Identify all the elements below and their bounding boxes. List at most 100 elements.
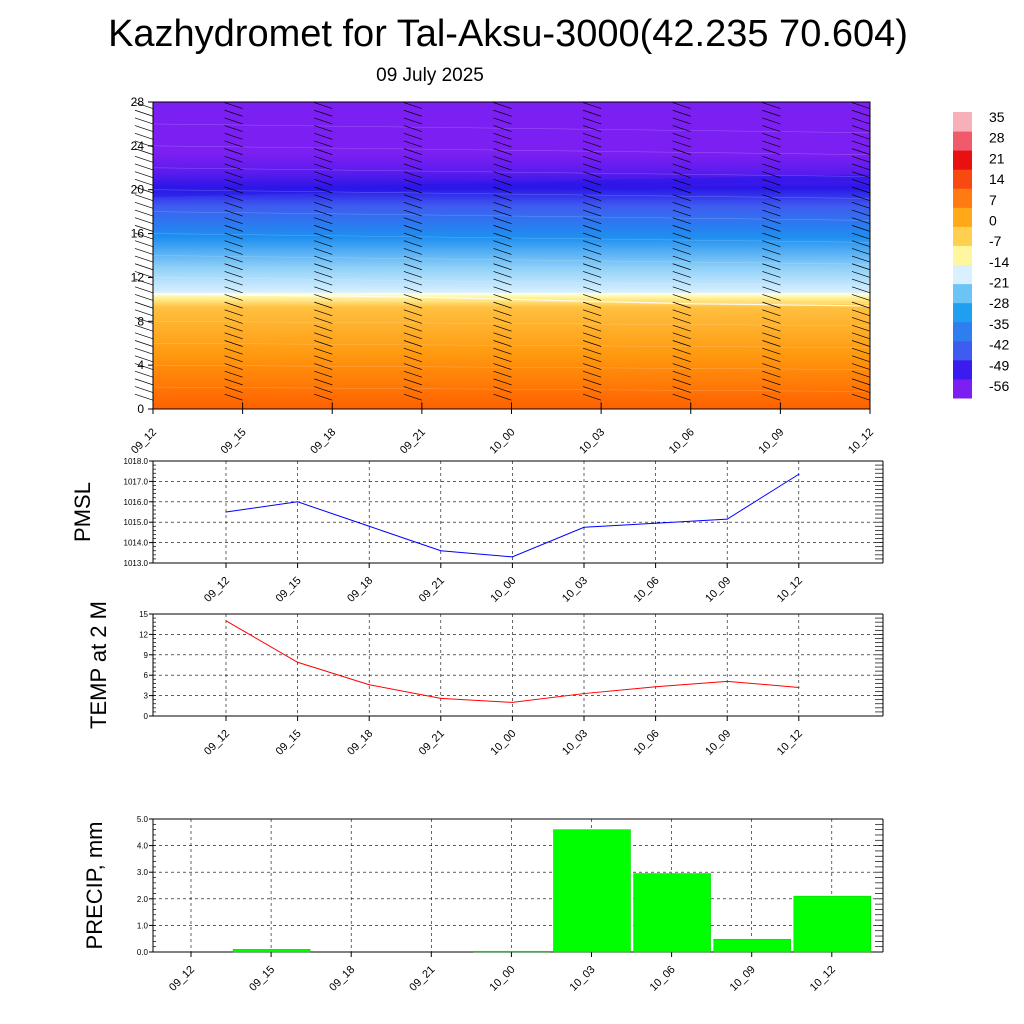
x-tick-label: 10_06 xyxy=(667,426,697,456)
data-point xyxy=(511,701,513,704)
wind-barb xyxy=(851,248,871,255)
wind-barb xyxy=(493,301,512,309)
x-tick-label: 10_12 xyxy=(775,728,805,758)
wind-barb xyxy=(493,178,512,186)
colorbar-label: -49 xyxy=(989,357,1009,373)
wind-barb xyxy=(851,309,871,317)
isoline xyxy=(152,167,871,177)
wind-barb xyxy=(314,202,333,209)
wind-barb xyxy=(224,155,243,163)
wind-barb xyxy=(403,301,422,309)
data-point xyxy=(368,684,370,686)
wind-barb xyxy=(134,294,154,301)
wind-barb xyxy=(314,102,333,109)
x-tick-label: 10_06 xyxy=(648,964,678,994)
wind-barb xyxy=(851,340,871,347)
wind-barb xyxy=(314,125,333,132)
wind-barb xyxy=(583,186,602,194)
y-tick-label: 9 xyxy=(144,651,149,660)
wind-barb xyxy=(134,332,154,340)
data-point xyxy=(726,680,728,682)
wind-barb xyxy=(672,324,691,332)
wind-barb xyxy=(583,232,602,240)
colorbar-swatch xyxy=(953,378,972,399)
wind-barb xyxy=(762,225,781,232)
wind-barb xyxy=(493,171,512,178)
wind-barb xyxy=(493,393,512,401)
wind-barb xyxy=(851,109,871,117)
wind-barb xyxy=(134,125,154,132)
wind-barb xyxy=(403,109,422,117)
colorbar-label: 28 xyxy=(989,130,1005,146)
wind-barb xyxy=(224,332,243,340)
wind-barb xyxy=(672,217,691,225)
chart-subtitle: 09 July 2025 xyxy=(376,65,484,86)
wind-barb xyxy=(493,155,512,163)
wind-barb xyxy=(493,340,512,347)
wind-barb xyxy=(583,255,602,263)
wind-barb xyxy=(762,163,781,171)
wind-barb xyxy=(583,301,602,309)
wind-barb xyxy=(314,263,333,271)
wind-barb xyxy=(403,225,422,232)
wind-barb xyxy=(583,194,602,202)
wind-barb xyxy=(224,363,243,370)
wind-barb xyxy=(134,370,154,378)
wind-barb xyxy=(403,140,422,148)
x-tick-label: 09_12 xyxy=(167,964,197,994)
wind-barb xyxy=(851,317,871,324)
wind-barb xyxy=(314,155,333,163)
wind-barb xyxy=(224,125,243,132)
wind-barb xyxy=(583,332,602,340)
y-tick-label: 3.0 xyxy=(137,868,149,877)
wind-barb xyxy=(134,347,154,355)
wind-barb xyxy=(403,117,422,125)
colorbar-swatch xyxy=(953,188,972,208)
wind-barb xyxy=(224,294,243,301)
isoline xyxy=(152,255,871,265)
wind-barb xyxy=(224,301,243,309)
wind-barb xyxy=(762,248,781,255)
wind-barb xyxy=(672,340,691,347)
data-point xyxy=(655,522,657,524)
x-tick-label: 09_15 xyxy=(274,728,304,758)
wind-barb xyxy=(672,393,691,401)
wind-barb xyxy=(134,386,154,393)
wind-barb xyxy=(672,186,691,194)
wind-barb xyxy=(583,202,602,209)
wind-barb xyxy=(762,355,781,363)
wind-barb xyxy=(403,309,422,317)
wind-barb xyxy=(851,194,871,202)
wind-barb xyxy=(314,240,333,248)
precip-bar xyxy=(633,873,711,953)
wind-barb xyxy=(134,109,154,117)
wind-barb xyxy=(762,370,781,378)
wind-barb xyxy=(224,178,243,186)
x-tick-label: 09_12 xyxy=(129,426,159,456)
colorbar-label: -14 xyxy=(989,254,1009,270)
wind-barb xyxy=(583,248,602,255)
wind-barb xyxy=(851,117,871,125)
temp-panel: 0 3 6 9 12 15 09_12 09_15 09_18 09_21 10_00 10_03 10… xyxy=(86,601,884,758)
y-tick-label: 1018.0 xyxy=(124,457,149,466)
wind-barb xyxy=(224,102,243,109)
wind-barb xyxy=(493,248,512,255)
wind-barb xyxy=(851,209,871,217)
wind-barb xyxy=(224,340,243,347)
colorbar-label: -28 xyxy=(989,295,1009,311)
x-tick-label: 10_12 xyxy=(808,964,838,994)
y-tick-label: 2.0 xyxy=(137,895,149,904)
wind-barb xyxy=(583,378,602,386)
wind-barb xyxy=(403,263,422,271)
wind-barb xyxy=(134,240,154,248)
isoline xyxy=(152,386,871,392)
wind-barb xyxy=(762,378,781,386)
wind-barb xyxy=(493,332,512,340)
wind-barb xyxy=(134,363,154,370)
y-tick-label: 0 xyxy=(137,402,144,416)
wind-barb xyxy=(403,340,422,347)
wind-barb xyxy=(134,102,154,109)
wind-barb xyxy=(672,178,691,186)
wind-barb xyxy=(134,178,154,186)
wind-barb xyxy=(762,217,781,225)
